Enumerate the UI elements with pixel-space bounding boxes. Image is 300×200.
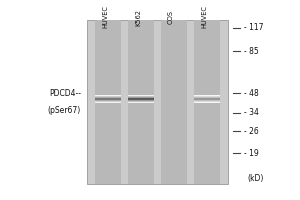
Bar <box>194 97 220 98</box>
Bar <box>128 96 154 97</box>
Bar <box>87 20 228 184</box>
Bar <box>194 101 220 102</box>
Text: - 85: - 85 <box>244 46 259 55</box>
Bar <box>95 98 121 99</box>
Text: HUVEC: HUVEC <box>201 5 207 28</box>
Text: K562: K562 <box>135 8 141 25</box>
Bar <box>95 100 121 101</box>
Text: - 117: - 117 <box>244 23 264 32</box>
Bar <box>128 100 154 101</box>
Bar <box>194 98 220 99</box>
Text: - 19: - 19 <box>244 148 259 158</box>
Bar <box>128 98 154 99</box>
Bar <box>128 95 154 96</box>
Text: (pSer67): (pSer67) <box>48 106 81 114</box>
Bar <box>95 96 121 97</box>
Bar <box>194 95 220 96</box>
Bar <box>95 95 121 96</box>
Text: COS: COS <box>168 10 174 24</box>
Bar <box>194 99 220 100</box>
Text: (kD): (kD) <box>248 174 264 184</box>
Bar <box>128 20 154 184</box>
Text: - 48: - 48 <box>244 88 259 98</box>
Bar <box>128 97 154 98</box>
Bar <box>128 101 154 102</box>
Bar <box>128 99 154 100</box>
Text: HUVEC: HUVEC <box>102 5 108 28</box>
Bar <box>95 99 121 100</box>
Bar <box>194 96 220 97</box>
Bar <box>161 20 187 184</box>
Text: PDCD4--: PDCD4-- <box>49 90 81 98</box>
Bar <box>128 102 154 103</box>
Bar <box>194 102 220 103</box>
Bar <box>194 20 220 184</box>
Bar <box>95 97 121 98</box>
Bar <box>95 20 121 184</box>
Bar <box>95 101 121 102</box>
Text: - 34: - 34 <box>244 108 260 117</box>
Bar <box>95 102 121 103</box>
Text: - 26: - 26 <box>244 127 259 136</box>
Bar <box>194 100 220 101</box>
